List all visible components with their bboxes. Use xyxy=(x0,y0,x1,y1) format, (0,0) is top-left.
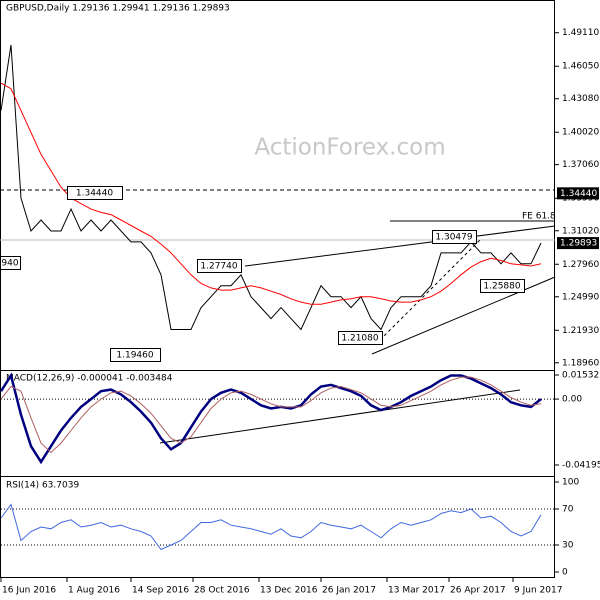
series-line xyxy=(0,372,542,465)
x-tick-label: 16 Jun 2016 xyxy=(2,586,56,596)
y-tick-label: 30 xyxy=(562,540,574,550)
y-tick-label: 1.43080 xyxy=(562,94,599,104)
annotation-box xyxy=(0,256,21,270)
annotation: 1.30479 xyxy=(435,233,472,243)
annotation-box xyxy=(110,348,161,362)
annotation: 1.19460 xyxy=(116,351,153,361)
price-marker xyxy=(557,187,599,200)
x-tick-label: 14 Sep 2016 xyxy=(132,586,189,596)
y-tick-label: 0 xyxy=(562,567,568,577)
x-tick-label: 1 Aug 2016 xyxy=(68,586,120,596)
y-tick-label: 1.27960 xyxy=(562,260,599,270)
x-tick-label: 13 Mar 2017 xyxy=(388,586,445,596)
annotation: 1.27740 xyxy=(200,262,237,272)
series-line xyxy=(0,376,542,454)
y-tick-label: 1.24990 xyxy=(562,292,599,302)
annotation: 1.21080 xyxy=(341,334,378,344)
x-tick-label: 26 Apr 2017 xyxy=(450,586,506,596)
y-tick-label: 1.40020 xyxy=(562,128,599,138)
x-tick-label: 13 Dec 2016 xyxy=(260,586,318,596)
series-line xyxy=(0,44,542,331)
series-line xyxy=(0,503,542,551)
annotation-box xyxy=(197,259,242,273)
y-tick-label: 1.31020 xyxy=(562,226,599,236)
y-tick-label: 1.49110 xyxy=(562,28,599,38)
annotation: FE 61.8 xyxy=(522,212,556,222)
annotation-box xyxy=(67,186,123,200)
y-tick-label: 1.18960 xyxy=(562,358,599,368)
annotation: 1.34440 xyxy=(76,189,113,199)
y-tick-label: 1.21930 xyxy=(562,326,599,336)
y-tick-label: 100 xyxy=(562,478,579,488)
y-tick-label: 0.015325 xyxy=(562,370,600,380)
price-marker xyxy=(557,237,599,250)
y-tick-label: 0.00 xyxy=(562,395,582,405)
x-tick-label: 26 Jan 2017 xyxy=(322,586,376,596)
price-marker-label: 1.29893 xyxy=(560,239,597,249)
annotation-box xyxy=(338,331,383,345)
panel-title: MACD(12,26,9) -0.000041 -0.003484 xyxy=(6,374,173,384)
panel-title: GBPUSD,Daily 1.29136 1.29941 1.29136 1.2… xyxy=(6,4,230,14)
trend-line xyxy=(244,225,556,267)
y-tick-label: 1.37060 xyxy=(562,160,599,170)
y-tick-label: 1.46050 xyxy=(562,62,599,72)
annotation: 940 xyxy=(1,259,18,269)
plot-frame xyxy=(0,0,555,578)
price-marker-label: 1.34440 xyxy=(560,189,597,199)
panel-title: RSI(14) 63.7039 xyxy=(6,481,79,491)
annotation: 1.25880 xyxy=(483,282,520,292)
annotation-box xyxy=(480,279,525,293)
x-tick-label: 28 Oct 2016 xyxy=(194,586,250,596)
y-tick-label: 70 xyxy=(562,505,574,515)
series-line xyxy=(0,82,542,305)
annotation-box xyxy=(432,230,477,244)
y-tick-label: -0.041957 xyxy=(562,460,600,470)
watermark: ActionForex.com xyxy=(254,135,445,161)
x-tick-label: 9 Jun 2017 xyxy=(514,586,562,596)
